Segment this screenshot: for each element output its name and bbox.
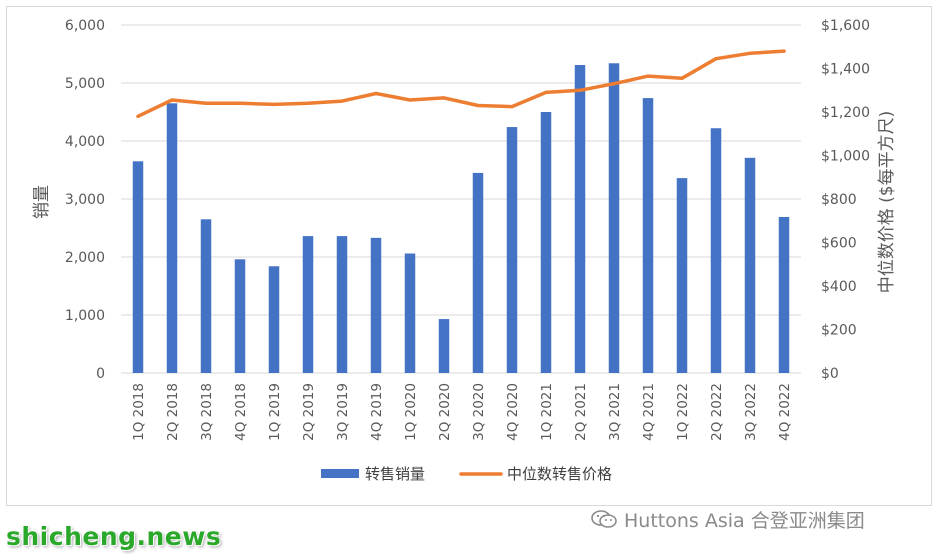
wechat-icon <box>591 510 617 528</box>
x-axis-ticks: 1Q 2018 2Q 2018 3Q 2018 4Q 2018 1Q 2019 2Q 20… <box>131 383 793 441</box>
line-point <box>748 51 752 55</box>
line-point <box>306 101 310 105</box>
bar <box>200 219 212 373</box>
x-tick-label: 4Q 2022 <box>777 383 793 441</box>
line-point <box>612 82 616 86</box>
x-tick-label: 3Q 2019 <box>335 383 351 441</box>
right-tick-label: $400 <box>821 279 857 295</box>
left-tick-label: 4,000 <box>65 134 105 150</box>
right-tick-label: $1,600 <box>821 18 870 34</box>
x-tick-label: 4Q 2019 <box>369 383 385 441</box>
right-axis-label: 中位数价格 ($每平方尺) <box>877 111 897 293</box>
line-point <box>782 49 786 53</box>
line-point <box>408 98 412 102</box>
x-tick-label: 1Q 2018 <box>131 383 147 441</box>
legend-swatch-bar <box>321 469 359 478</box>
right-tick-label: $200 <box>821 323 857 339</box>
x-tick-label: 3Q 2022 <box>743 383 759 441</box>
line-point <box>680 76 684 80</box>
watermark-huttons: Huttons Asia 合登亚洲集团 <box>590 506 865 532</box>
line-point <box>204 101 208 105</box>
bar <box>268 266 280 373</box>
right-tick-label: $0 <box>821 366 839 382</box>
watermark-shicheng: shicheng.news <box>6 522 222 551</box>
x-tick-label: 1Q 2021 <box>539 383 555 441</box>
bar <box>744 157 756 373</box>
left-tick-label: 6,000 <box>65 18 105 34</box>
line-point <box>544 90 548 95</box>
bar <box>540 112 552 373</box>
x-tick-label: 4Q 2018 <box>233 383 249 441</box>
line-point <box>170 98 174 102</box>
watermark-huttons-text: Huttons Asia 合登亚洲集团 <box>624 509 865 532</box>
line-point <box>646 74 650 78</box>
right-tick-label: $1,200 <box>821 105 870 121</box>
bar <box>404 253 416 373</box>
chart-svg: 0 1,000 2,000 3,000 4,000 5,000 6,000 $0 $200 $4… <box>32 18 897 483</box>
left-axis-label: 销量 <box>32 185 52 219</box>
x-tick-label: 1Q 2022 <box>675 383 691 441</box>
x-tick-label: 2Q 2022 <box>709 383 725 441</box>
x-tick-label: 4Q 2021 <box>641 383 657 441</box>
line-point <box>510 104 514 109</box>
left-tick-label: 3,000 <box>65 192 105 208</box>
bar <box>302 236 314 373</box>
x-tick-label: 3Q 2020 <box>471 383 487 441</box>
bar <box>234 259 246 373</box>
legend: 转售销量 中位数转售价格 <box>321 465 612 483</box>
right-tick-label: $1,400 <box>821 62 870 78</box>
right-axis-ticks: $0 $200 $400 $600 $800 $1,000 $1,200 $1,400 $1,6… <box>821 18 870 382</box>
left-tick-label: 0 <box>96 366 105 382</box>
x-tick-label: 3Q 2018 <box>199 383 215 441</box>
line-point <box>340 99 344 103</box>
legend-label-line: 中位数转售价格 <box>507 465 612 483</box>
gridlines <box>121 24 801 374</box>
right-tick-label: $800 <box>821 192 857 208</box>
bar-series <box>132 63 790 374</box>
x-tick-label: 2Q 2021 <box>573 383 589 441</box>
bar <box>574 65 586 373</box>
bar <box>472 172 484 373</box>
left-tick-label: 2,000 <box>65 250 105 266</box>
bar <box>132 161 144 373</box>
x-tick-label: 2Q 2019 <box>301 383 317 441</box>
left-tick-label: 1,000 <box>65 308 105 324</box>
price-line <box>136 49 786 119</box>
x-tick-label: 2Q 2018 <box>165 383 181 441</box>
bar <box>608 63 620 373</box>
line-point <box>374 91 378 96</box>
bar <box>166 103 178 374</box>
line-point <box>442 96 446 100</box>
line-point <box>136 114 140 118</box>
bar <box>506 127 518 373</box>
line-point <box>272 102 276 106</box>
bar <box>778 216 790 373</box>
right-tick-label: $1,000 <box>821 149 870 165</box>
x-tick-label: 2Q 2020 <box>437 383 453 441</box>
left-axis-ticks: 0 1,000 2,000 3,000 4,000 5,000 6,000 <box>65 18 105 382</box>
line-series <box>136 49 786 119</box>
x-tick-label: 1Q 2019 <box>267 383 283 441</box>
bar <box>642 98 654 373</box>
left-tick-label: 5,000 <box>65 76 105 92</box>
line-point <box>238 101 242 105</box>
x-tick-label: 1Q 2020 <box>403 383 419 441</box>
right-tick-label: $600 <box>821 236 857 252</box>
bar <box>676 178 688 373</box>
x-tick-label: 4Q 2020 <box>505 383 521 441</box>
bar <box>336 236 348 373</box>
line-point <box>578 88 582 92</box>
x-tick-label: 3Q 2021 <box>607 383 623 441</box>
chart-frame: 0 1,000 2,000 3,000 4,000 5,000 6,000 $0 $200 $4… <box>6 6 932 506</box>
bar <box>370 237 382 373</box>
bar <box>710 128 722 373</box>
bar <box>438 319 450 373</box>
legend-label-bar: 转售销量 <box>365 465 425 483</box>
line-point <box>714 57 718 61</box>
line-point <box>476 103 480 108</box>
